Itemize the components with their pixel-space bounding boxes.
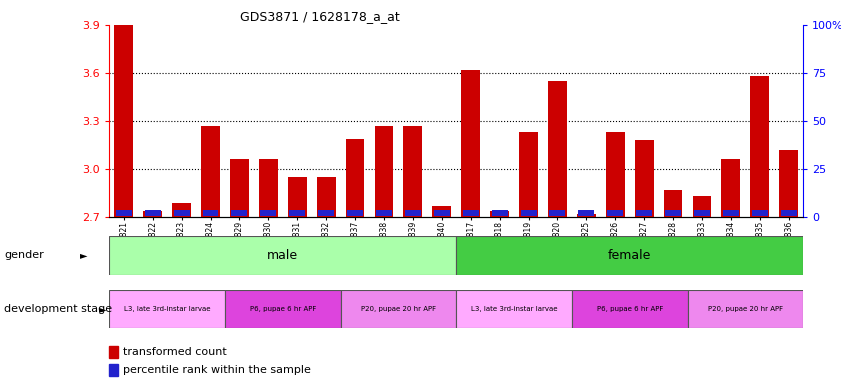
Bar [462,70,480,217]
Text: transformed count: transformed count [123,347,226,357]
Bar [723,210,739,216]
Bar [172,203,191,217]
Bar [405,210,420,216]
Bar [318,210,334,216]
Bar [201,126,220,217]
Bar [780,210,796,216]
Bar [432,206,451,217]
Text: P20, pupae 20 hr APF: P20, pupae 20 hr APF [361,306,436,312]
Bar [456,236,803,275]
Bar [289,210,305,216]
Bar [404,126,422,217]
Bar [109,236,456,275]
Text: female: female [608,249,652,262]
Bar [259,159,278,217]
Text: L3, late 3rd-instar larvae: L3, late 3rd-instar larvae [124,306,210,312]
Bar [463,210,479,216]
Bar [143,210,162,217]
Text: P6, pupae 6 hr APF: P6, pupae 6 hr APF [596,306,663,312]
Bar [549,210,565,216]
Bar [317,177,336,217]
Bar [109,364,118,376]
Bar [635,140,653,217]
Bar [636,210,652,216]
Bar [230,159,249,217]
Bar [606,132,625,217]
Bar [341,290,456,328]
Bar [225,290,341,328]
Bar [374,126,394,217]
Bar [109,346,118,358]
Bar [688,290,803,328]
Bar [490,210,509,217]
Bar [376,210,392,216]
Text: P6, pupae 6 hr APF: P6, pupae 6 hr APF [250,306,316,312]
Text: gender: gender [4,250,44,260]
Bar [347,210,363,216]
Text: development stage: development stage [4,304,113,314]
Bar [607,210,623,216]
Text: percentile rank within the sample: percentile rank within the sample [123,365,310,375]
Bar [346,139,364,217]
Bar [577,214,595,217]
Text: L3, late 3rd-instar larvae: L3, late 3rd-instar larvae [471,306,558,312]
Bar [231,210,247,216]
Bar [173,210,189,216]
Bar [548,81,567,217]
Bar [694,210,710,216]
Bar [572,290,687,328]
Bar [456,290,572,328]
Bar [780,150,798,217]
Bar [665,210,681,216]
Bar [521,210,537,216]
Bar [116,210,132,216]
Bar [114,25,133,217]
Bar [261,210,277,216]
Bar [750,76,770,217]
Bar [203,210,219,216]
Bar [145,210,161,216]
Bar [288,177,307,217]
Bar [109,290,225,328]
Bar [752,210,768,216]
Text: male: male [267,249,299,262]
Bar [519,132,538,217]
Bar [664,190,682,217]
Text: ►: ► [80,250,87,260]
Bar [693,196,711,217]
Text: P20, pupae 20 hr APF: P20, pupae 20 hr APF [708,306,783,312]
Bar [434,210,450,216]
Bar [579,210,595,216]
Bar [722,159,740,217]
Text: ►: ► [99,304,107,314]
Bar [492,210,508,216]
Text: GDS3871 / 1628178_a_at: GDS3871 / 1628178_a_at [240,10,399,23]
